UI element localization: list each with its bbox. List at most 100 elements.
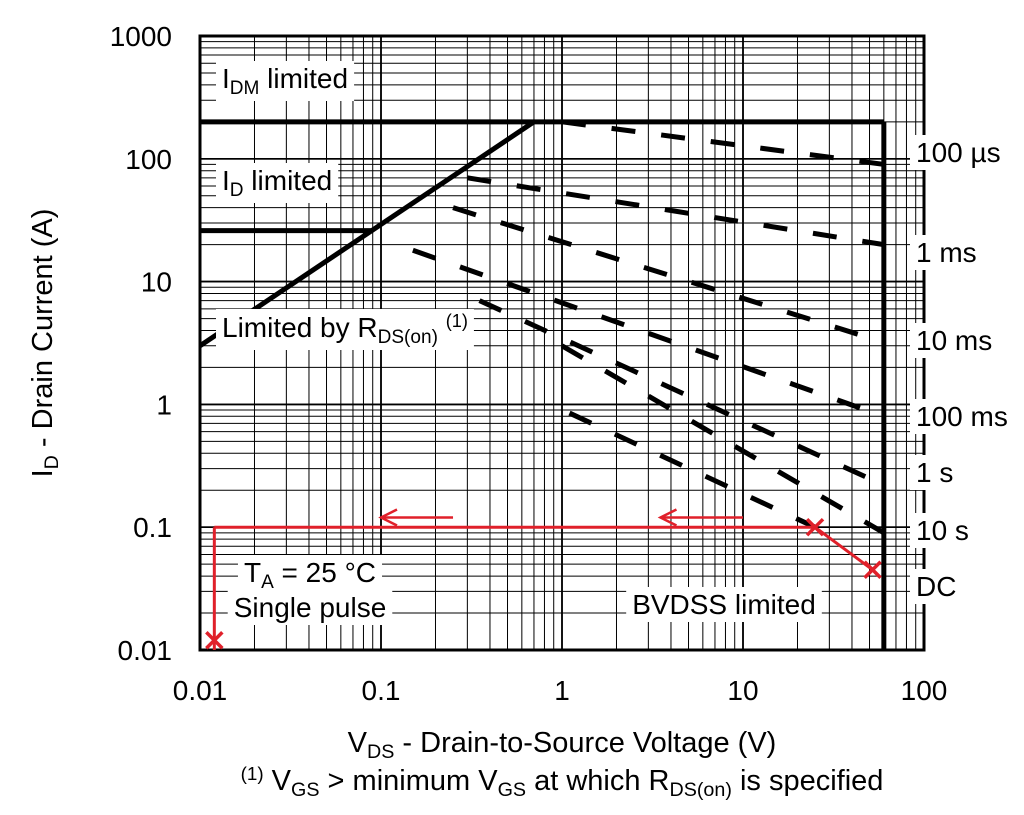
x-tick-label: 0.1 — [362, 675, 401, 706]
text-part: A — [261, 572, 274, 593]
text-part: = 25 °C — [274, 557, 376, 588]
limit-lines — [198, 119, 887, 650]
id-label-text: ID​ limited — [222, 165, 332, 201]
idm-label-text: IDM​ limited — [222, 63, 348, 99]
pulse-label-10s-text: 10 s — [916, 515, 969, 546]
text-part: D — [230, 180, 244, 201]
condition-line2-text: Single pulse — [234, 592, 387, 623]
pulse-label-100s: 100 µs — [910, 135, 1007, 170]
idm-label: IDM​ limited — [216, 61, 355, 101]
tick-labels: 0.01 0.1 1 10 100 0.01 0.1 1 10 100 1000 — [110, 21, 948, 706]
derating-segment — [814, 525, 874, 571]
pulse-lines — [412, 119, 886, 535]
id-label-bg — [216, 163, 339, 203]
cross-mark — [863, 560, 882, 580]
text-part: 100 ms — [916, 401, 1008, 432]
cross-mark — [205, 631, 224, 650]
condition-line1-bg — [237, 555, 383, 595]
text-part: - Drain-to-Source Voltage (V) — [394, 727, 776, 759]
text-part: DM — [230, 78, 260, 99]
text-part: DS — [367, 741, 394, 763]
pulse-label-DC-text: DC — [916, 571, 956, 602]
text-part: D — [41, 455, 63, 469]
pulse-label-100s-bg — [910, 135, 1007, 170]
text-part — [438, 312, 446, 343]
rdson-limit-line — [198, 119, 536, 348]
pulse-label-10ms: 10 ms — [910, 323, 999, 358]
text-part: DC — [916, 571, 956, 602]
text-part: DS(on) — [669, 779, 731, 801]
cross-mark — [805, 517, 825, 537]
y-tick-label: 1000 — [110, 21, 172, 52]
rdson-label-bg — [216, 309, 474, 350]
idm-label-bg — [216, 61, 355, 101]
text-part: 100 µs — [916, 137, 1001, 168]
pulse-line-DC — [568, 410, 817, 530]
x-axis-label: VDS​ - Drain-to-Source Voltage (V) — [348, 727, 777, 763]
condition-line1: TA​ = 25 °C — [237, 555, 383, 595]
pulse-label-10ms-bg — [910, 323, 999, 358]
pulse-label-100ms-text: 100 ms — [916, 401, 1008, 432]
text-part: V — [348, 727, 368, 759]
pulse-label-1ms-text: 1 ms — [916, 237, 977, 268]
axis-labels: VDS​ - Drain-to-Source Voltage (V) ID​ - … — [27, 209, 883, 801]
text-part: Single pulse — [234, 592, 387, 623]
text-part: DS(on) — [378, 327, 438, 348]
text-part: 1 ms — [916, 237, 977, 268]
pulse-label-10s-bg — [910, 513, 975, 548]
pulse-label-1s: 1 s — [910, 455, 960, 490]
annotations — [205, 508, 882, 650]
id-label: ID​ limited — [216, 163, 339, 203]
bvdss-label-bg — [626, 587, 822, 622]
text-part: at which R — [526, 765, 669, 797]
arrow-head — [378, 508, 398, 527]
text-part: limited — [244, 165, 333, 196]
pulse-label-DC-bg — [910, 569, 963, 604]
x-tick-label: 0.01 — [173, 675, 228, 706]
rdson-label-text: Limited by RDS(on)​ (1) — [222, 311, 468, 348]
y-tick-label: 100 — [125, 144, 172, 175]
text-part: T — [244, 557, 261, 588]
pulse-label-1ms: 1 ms — [910, 235, 983, 270]
text-part: I — [27, 469, 59, 477]
condition-line2-bg — [227, 590, 393, 625]
condition-line2: Single pulse — [227, 590, 393, 625]
y-tick-label: 0.01 — [118, 635, 173, 666]
x-tick-label: 10 — [727, 675, 758, 706]
bvdss-label: BVDSS limited — [626, 587, 822, 622]
text-part: BVDSS limited — [632, 589, 816, 620]
text-part: GS — [498, 779, 526, 801]
text-part: 1 s — [916, 457, 953, 488]
text-part: (1) — [241, 763, 264, 784]
y-tick-label: 10 — [141, 267, 172, 298]
pulse-line-100ms — [412, 247, 885, 419]
pulse-line-1ms — [466, 175, 885, 248]
y-axis-label: ID​ - Drain Current (A) — [27, 209, 63, 478]
x-tick-label: 1 — [554, 675, 570, 706]
text-part: limited — [259, 63, 348, 94]
text-part: 10 s — [916, 515, 969, 546]
pulse-label-10s: 10 s — [910, 513, 975, 548]
pulse-label-1s-bg — [910, 455, 960, 490]
text-part: Limited by R — [222, 312, 378, 343]
arrow-head — [657, 508, 678, 527]
bvdss-label-text: BVDSS limited — [632, 589, 816, 620]
y-tick-label: 0.1 — [133, 512, 172, 543]
pulse-line-1s — [478, 298, 885, 488]
plot-labels: IDM​ limited ID​ limited Limited by RDS(on… — [216, 61, 1014, 625]
pulse-label-100ms-bg — [910, 399, 1014, 434]
pulse-label-1ms-bg — [910, 235, 983, 270]
text-part: V — [264, 765, 292, 797]
text-part: is specified — [732, 765, 884, 797]
pulse-label-100s-text: 100 µs — [916, 137, 1001, 168]
pulse-label-DC: DC — [910, 569, 963, 604]
pulse-line-10s — [560, 343, 886, 535]
pulse-line-100s — [561, 119, 885, 167]
pulse-label-10ms-text: 10 ms — [916, 325, 992, 356]
text-part: > minimum V — [319, 765, 498, 797]
text-part: 10 ms — [916, 325, 992, 356]
pulse-line-10ms — [452, 205, 885, 345]
text-part: I — [222, 63, 230, 94]
text-part: I — [222, 165, 230, 196]
